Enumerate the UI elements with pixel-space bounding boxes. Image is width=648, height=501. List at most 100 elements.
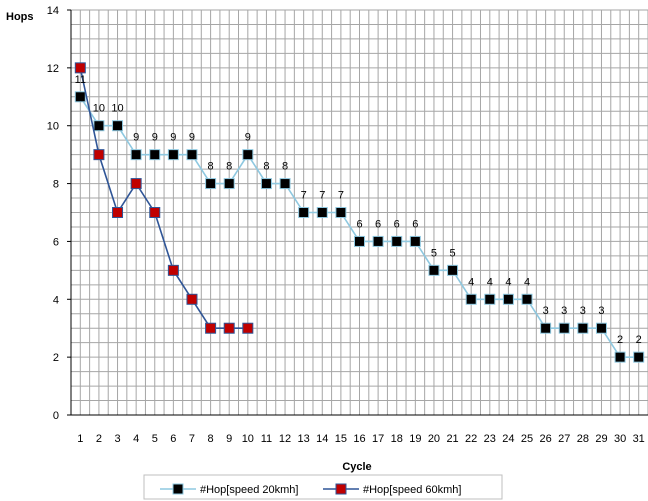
x-tick-label: 7: [189, 433, 195, 445]
series-1-point: [242, 149, 254, 161]
x-tick-label: 31: [633, 433, 645, 445]
x-tick-label: 6: [170, 433, 176, 445]
y-tick-label: 2: [53, 352, 59, 364]
x-axis-title: Cycle: [342, 461, 371, 473]
series-1-point: [633, 351, 645, 363]
series-1-point: [167, 149, 179, 161]
data-label: 5: [431, 247, 437, 259]
series-1-point: [447, 264, 459, 276]
series-1-point: [335, 207, 347, 218]
series-1-point: [316, 207, 328, 218]
x-tick-label: 23: [484, 433, 496, 445]
series-2-point: [223, 322, 235, 334]
y-tick-label: 8: [53, 179, 59, 191]
series-line-2: [79, 67, 248, 330]
data-label: 11: [75, 74, 86, 86]
data-label: 6: [375, 218, 381, 230]
data-label: 9: [170, 132, 176, 144]
x-tick-label: 19: [409, 433, 421, 445]
data-label: 2: [636, 334, 642, 346]
x-tick-label: 27: [558, 433, 570, 445]
series-1-point: [428, 264, 440, 276]
series-1-point: [74, 91, 86, 103]
data-label: 4: [487, 276, 493, 288]
data-label: 8: [263, 161, 269, 173]
data-label: 6: [356, 218, 362, 230]
series-1-point: [540, 322, 552, 334]
x-tick-label: 21: [446, 433, 458, 445]
legend-marker-1: [172, 483, 184, 495]
series-layer: [74, 62, 645, 363]
legend: #Hop[speed 20kmh] #Hop[speed 60kmh]: [143, 474, 503, 500]
data-label: 3: [543, 305, 549, 317]
data-label: 6: [412, 218, 418, 230]
x-tick-label: 1: [77, 433, 83, 445]
series-2-point: [93, 149, 105, 161]
series-1-point: [558, 322, 570, 334]
data-label: 9: [245, 132, 251, 144]
x-tick-label: 3: [114, 433, 120, 445]
y-tick-label: 14: [47, 5, 59, 17]
series-1-point: [502, 293, 514, 305]
y-tick-label: 4: [53, 294, 59, 306]
series-2-point: [130, 178, 142, 190]
series-1-point: [577, 322, 589, 334]
legend-label-2: #Hop[speed 60kmh]: [363, 484, 461, 496]
data-label: 8: [282, 161, 288, 173]
y-tick-label: 6: [53, 236, 59, 248]
data-label: 8: [208, 161, 214, 173]
axes: [70, 10, 648, 416]
legend-box: [143, 474, 503, 500]
data-label: 7: [301, 190, 307, 202]
x-tick-label: 28: [577, 433, 589, 445]
series-1-point: [372, 235, 384, 247]
series-1-point: [149, 149, 161, 161]
x-tick-label: 11: [261, 433, 272, 445]
data-label: 9: [189, 132, 195, 144]
series-1-point: [298, 207, 310, 218]
data-label: 9: [152, 132, 158, 144]
x-tick-label: 20: [428, 433, 440, 445]
series-1-point: [130, 149, 142, 161]
data-label: 4: [468, 276, 474, 288]
data-label: 10: [93, 103, 105, 115]
x-tick-label: 12: [279, 433, 291, 445]
data-label: 3: [580, 305, 586, 317]
x-tick-label: 5: [152, 433, 158, 445]
y-tick-label: 10: [47, 121, 59, 133]
data-label: 7: [338, 190, 344, 202]
x-tick-label: 4: [133, 433, 139, 445]
legend-label-1: #Hop[speed 20kmh]: [200, 484, 298, 496]
series-2-point: [112, 207, 124, 218]
series-1-point: [260, 178, 272, 190]
x-tick-label: 29: [595, 433, 607, 445]
x-tick-label: 2: [96, 433, 102, 445]
series-1-point: [595, 322, 607, 334]
series-1-point: [223, 178, 235, 190]
x-tick-label: 10: [242, 433, 254, 445]
data-label: 2: [617, 334, 623, 346]
x-tick-label: 16: [353, 433, 365, 445]
series-1-point: [614, 351, 626, 363]
series-2-point: [74, 62, 86, 74]
series-1-point: [205, 178, 217, 190]
x-tick-label: 30: [614, 433, 626, 445]
series-1-point: [409, 235, 421, 247]
series-1-point: [186, 149, 198, 161]
x-tick-label: 8: [208, 433, 214, 445]
y-tick-label: 0: [53, 410, 59, 422]
x-tick-label: 14: [316, 433, 328, 445]
x-tick-label: 17: [372, 433, 384, 445]
x-tick-label: 13: [298, 433, 310, 445]
x-tick-label: 9: [226, 433, 232, 445]
data-label: 4: [505, 276, 511, 288]
x-tick-label: 25: [521, 433, 533, 445]
data-label: 8: [226, 161, 232, 173]
series-2-point: [242, 322, 254, 334]
data-label: 9: [133, 132, 139, 144]
data-label: 4: [524, 276, 530, 288]
series-2-point: [186, 293, 198, 305]
data-label: 7: [319, 190, 325, 202]
